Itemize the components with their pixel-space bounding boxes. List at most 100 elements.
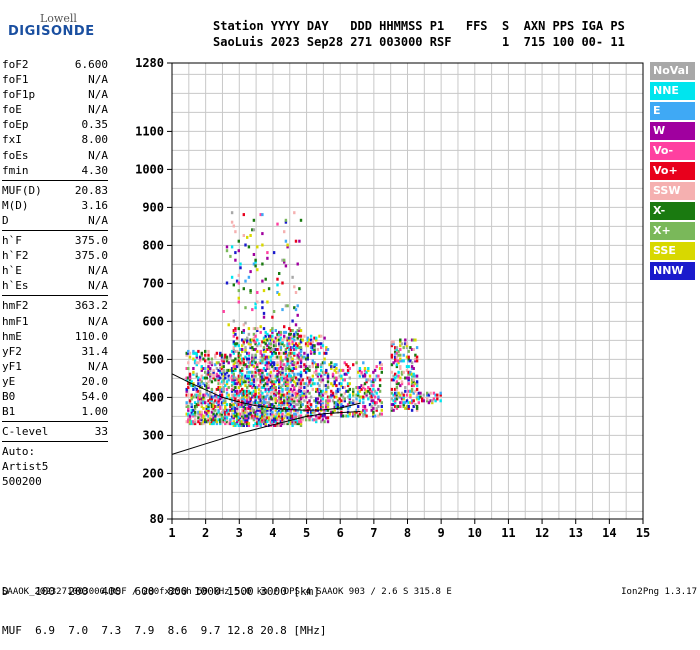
- echo-point: [244, 243, 247, 247]
- echo-point: [321, 406, 325, 410]
- echo-point: [419, 395, 422, 399]
- echo-point: [321, 414, 325, 418]
- echo-point: [251, 359, 254, 363]
- echo-point: [210, 357, 214, 361]
- echo-point: [370, 384, 373, 388]
- echo-point: [251, 416, 254, 420]
- echo-point: [394, 351, 397, 355]
- echo-point: [291, 405, 294, 408]
- echo-point: [269, 363, 272, 367]
- echo-point: [286, 374, 289, 378]
- echo-point: [252, 389, 256, 393]
- echo-point: [343, 378, 346, 382]
- echo-point: [259, 397, 262, 401]
- echo-point: [220, 418, 224, 422]
- echo-point: [279, 330, 283, 334]
- echo-point: [372, 393, 375, 397]
- echo-point: [404, 406, 407, 410]
- echo-point: [261, 416, 264, 420]
- echo-point: [308, 368, 311, 372]
- echo-point: [230, 405, 234, 408]
- echo-point: [197, 378, 200, 382]
- echo-point: [363, 382, 367, 386]
- echo-point: [269, 397, 272, 401]
- echo-point: [246, 422, 249, 426]
- echo-point: [299, 353, 303, 357]
- echo-point: [262, 401, 266, 405]
- echo-point: [241, 405, 244, 408]
- echo-point: [259, 399, 262, 403]
- echo-point: [185, 376, 188, 380]
- echo-point: [281, 389, 284, 393]
- echo-point: [291, 368, 294, 372]
- echo-point: [267, 348, 271, 351]
- echo-point: [274, 416, 277, 420]
- echo-point: [336, 399, 340, 403]
- echo-point: [299, 374, 303, 378]
- param-label: foF1: [2, 73, 29, 87]
- echo-point: [293, 334, 296, 338]
- echo-point: [185, 367, 188, 370]
- echo-point: [210, 403, 214, 407]
- echo-point: [232, 342, 235, 346]
- echo-point: [217, 401, 220, 405]
- echo-point: [197, 401, 200, 405]
- echo-point: [219, 420, 222, 424]
- echo-point: [303, 389, 306, 393]
- echo-point: [415, 406, 419, 410]
- echo-point: [293, 399, 296, 403]
- echo-point: [301, 338, 304, 342]
- echo-point: [326, 380, 330, 384]
- echo-point: [217, 405, 220, 408]
- echo-point: [358, 368, 362, 372]
- echo-point: [209, 372, 212, 376]
- echo-point: [239, 420, 242, 424]
- echo-point: [230, 412, 234, 416]
- echo-point: [380, 370, 383, 374]
- echo-point: [235, 336, 239, 340]
- echo-point: [252, 384, 256, 388]
- echo-point: [293, 332, 296, 336]
- echo-points: [185, 211, 442, 427]
- echo-point: [209, 414, 212, 418]
- echo-point: [325, 391, 328, 395]
- echo-point: [229, 418, 232, 422]
- echo-point: [249, 346, 252, 350]
- echo-point: [276, 399, 279, 403]
- echo-point: [274, 418, 277, 422]
- echo-point: [348, 393, 351, 397]
- echo-point: [291, 422, 294, 426]
- echo-point: [402, 405, 405, 408]
- echo-point: [415, 359, 419, 363]
- echo-point: [210, 405, 214, 408]
- echo-point: [410, 361, 414, 365]
- echo-point: [256, 408, 259, 412]
- echo-point: [291, 370, 294, 374]
- echo-point: [320, 368, 323, 372]
- echo-point: [252, 418, 256, 422]
- echo-point: [219, 353, 222, 357]
- echo-point: [217, 410, 220, 414]
- echo-point: [415, 374, 419, 378]
- echo-point: [304, 414, 308, 418]
- echo-point: [259, 361, 262, 365]
- echo-point: [410, 338, 414, 342]
- echo-point: [279, 338, 283, 342]
- echo-point: [193, 422, 197, 426]
- echo-point: [291, 416, 294, 420]
- echo-point: [254, 258, 257, 262]
- echo-point: [284, 384, 288, 388]
- echo-point: [340, 414, 343, 418]
- echo-point: [257, 361, 261, 365]
- echo-point: [321, 393, 325, 397]
- echo-point: [331, 384, 335, 388]
- echo-point: [197, 389, 200, 393]
- echo-point: [321, 418, 325, 422]
- echo-point: [394, 355, 397, 359]
- echo-point: [264, 422, 267, 426]
- echo-point: [279, 386, 283, 389]
- echo-point: [306, 368, 309, 372]
- echo-point: [256, 424, 259, 427]
- echo-point: [241, 403, 244, 407]
- echo-point: [315, 418, 318, 422]
